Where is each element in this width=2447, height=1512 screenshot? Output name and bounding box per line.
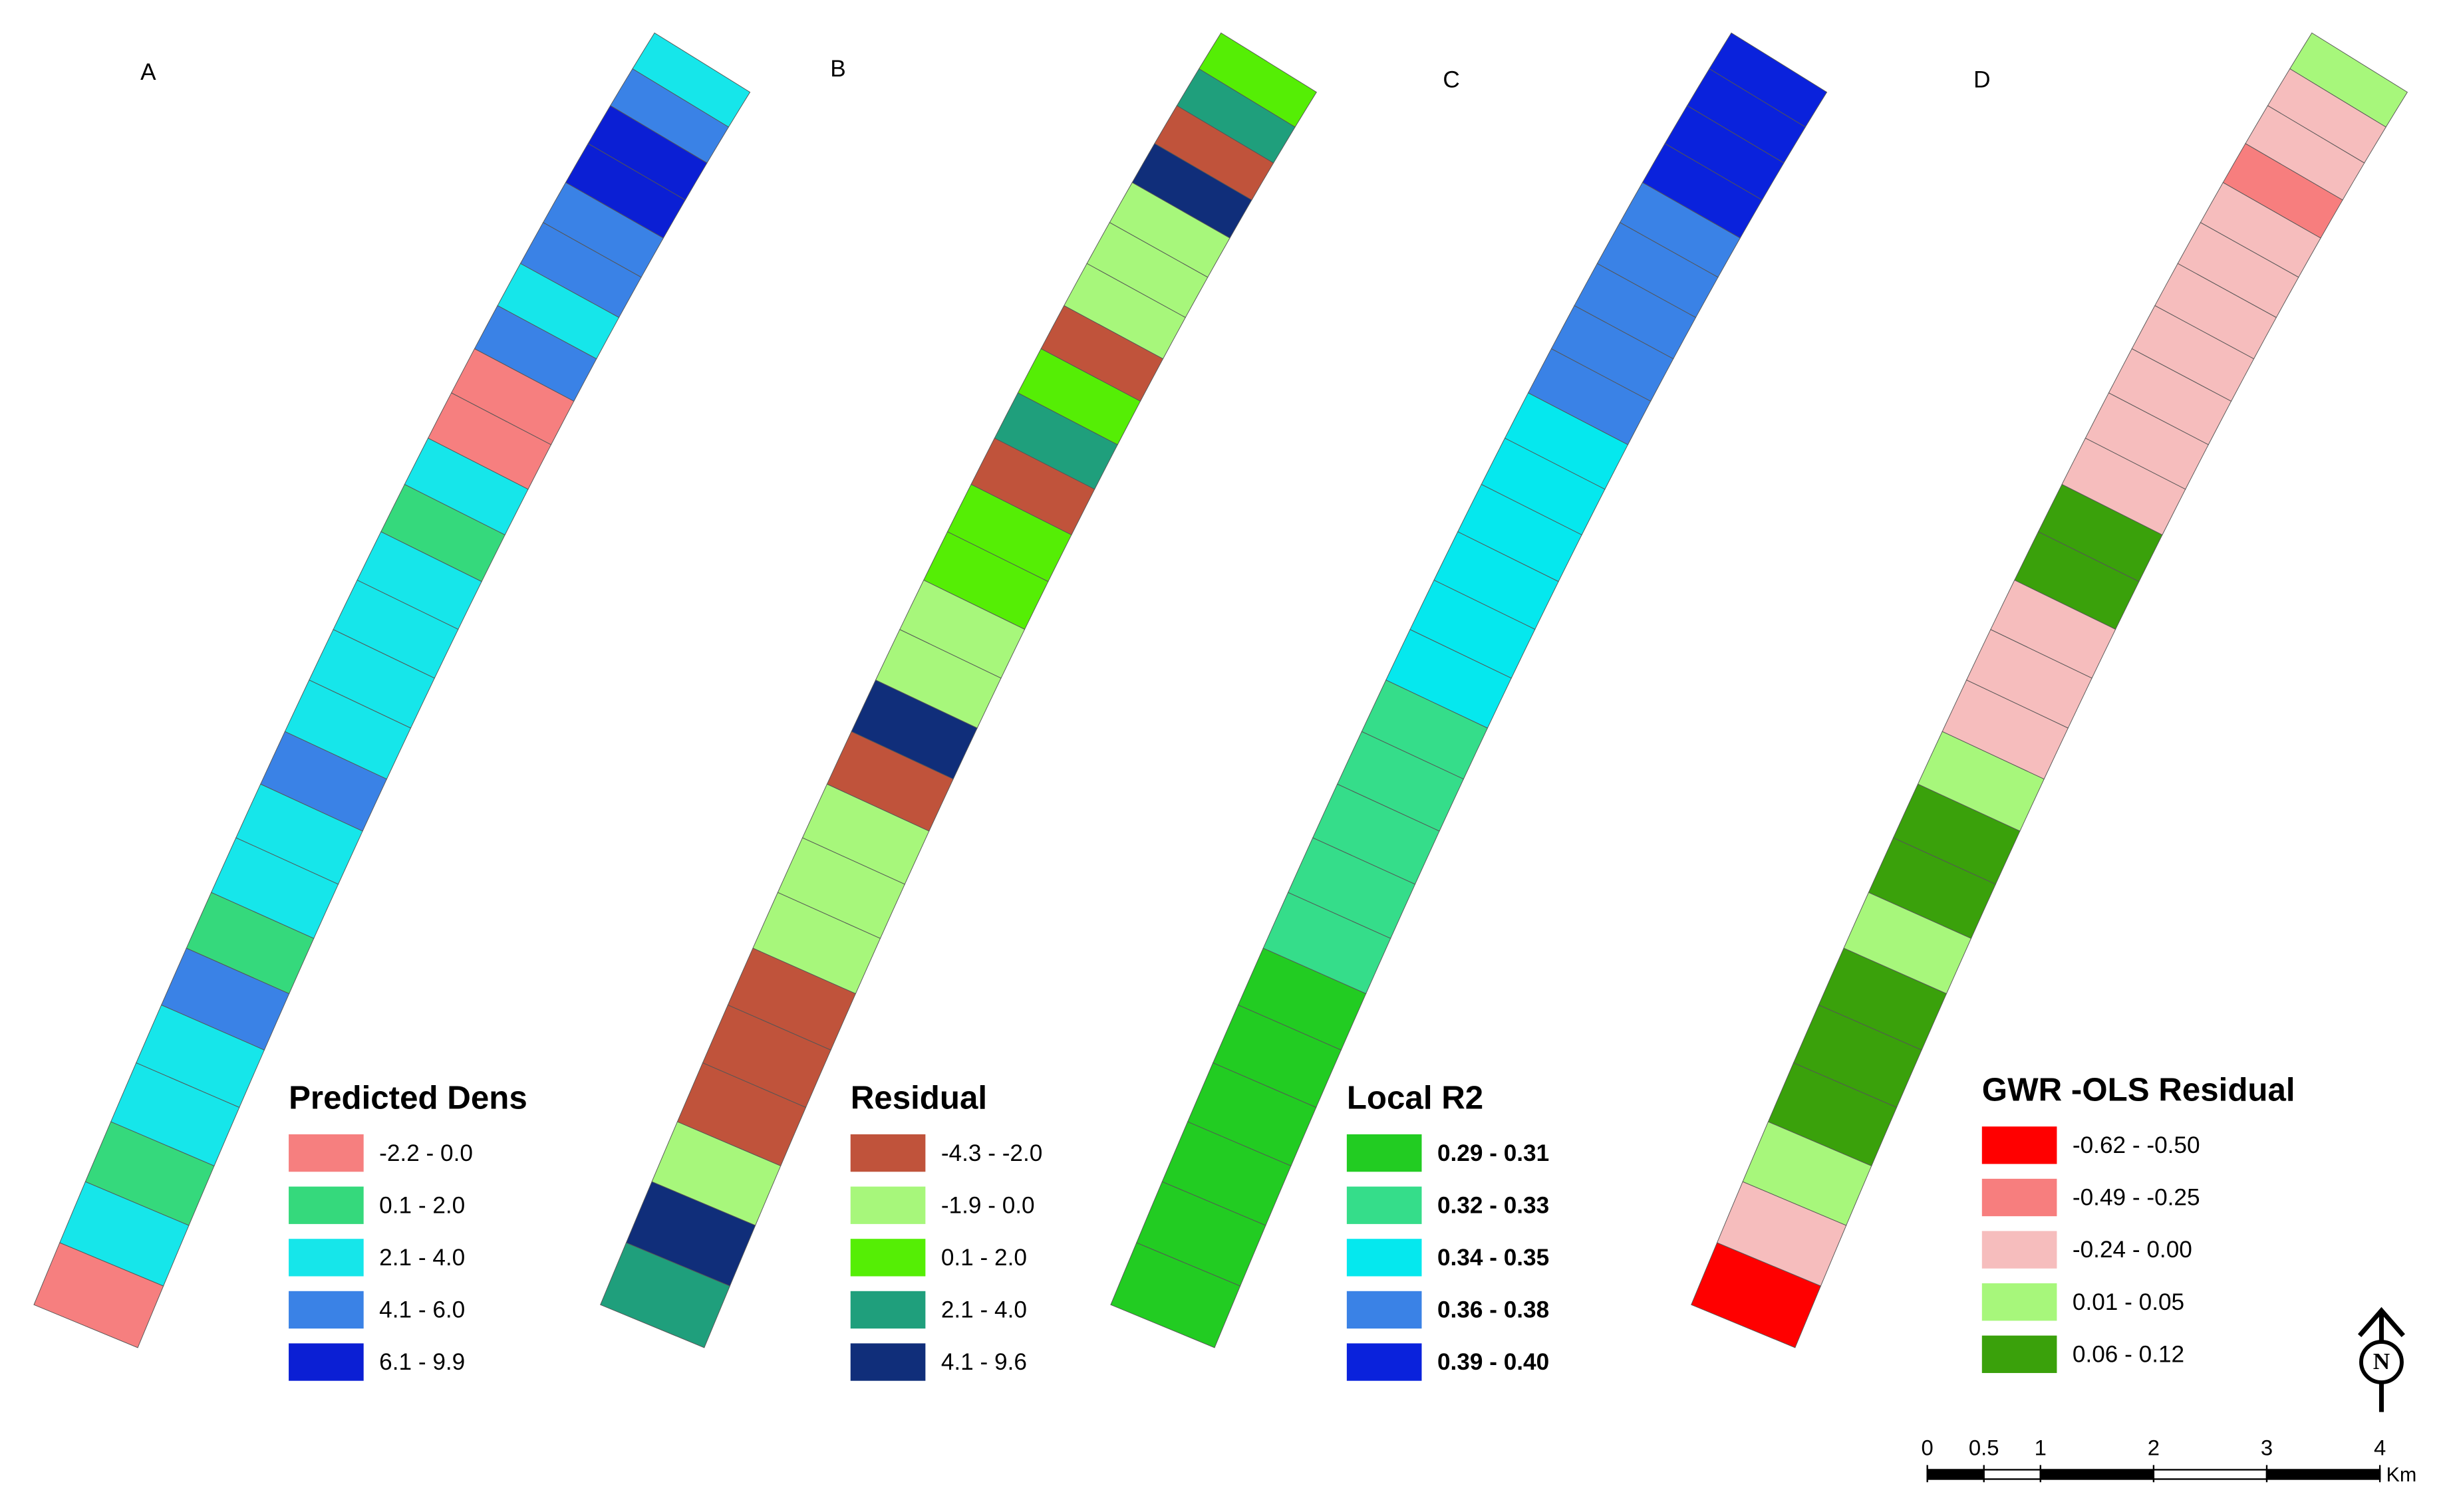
legend-swatch [1981, 1231, 2057, 1269]
legend-swatch [1981, 1335, 2057, 1373]
scale-segment [2265, 1469, 2381, 1480]
legend-label: 0.39 - 0.40 [1437, 1349, 1549, 1375]
legend-label: 2.1 - 4.0 [379, 1245, 465, 1271]
legend-swatch [850, 1291, 926, 1329]
legend-swatch [289, 1291, 364, 1329]
strip [600, 32, 1317, 1348]
scale-segment [2039, 1469, 2155, 1480]
legend-label: -0.49 - -0.25 [2073, 1185, 2200, 1211]
legend-label: -1.9 - 0.0 [941, 1192, 1035, 1218]
scale-label: 0 [1922, 1436, 1934, 1460]
scale-unit: Km [2386, 1463, 2416, 1486]
north-arrow-head [2357, 1307, 2405, 1337]
scale-label: 2 [2148, 1436, 2160, 1460]
legend-swatch [1346, 1291, 1422, 1329]
legend-label: 4.1 - 6.0 [379, 1297, 465, 1323]
north-arrow-circle [2359, 1340, 2404, 1384]
strip [1691, 32, 2408, 1348]
legend-label: -0.62 - -0.50 [2073, 1132, 2200, 1158]
legend-label: -2.2 - 0.0 [379, 1140, 473, 1166]
legend-title: Residual [851, 1079, 987, 1116]
legend-label: -4.3 - -2.0 [941, 1140, 1043, 1166]
legend-label: 6.1 - 9.9 [379, 1349, 465, 1375]
legend-title: Local R2 [1347, 1079, 1483, 1116]
scale-label: 3 [2261, 1436, 2273, 1460]
legend-swatch [850, 1343, 926, 1381]
legend-label: 0.34 - 0.35 [1437, 1245, 1549, 1271]
legend-title: GWR -OLS Residual [1982, 1072, 2295, 1108]
panel-label: A [140, 59, 156, 85]
strip-segment [1709, 32, 1828, 128]
scale-segment [1926, 1469, 1985, 1480]
strip-segment [2289, 32, 2408, 128]
strip-segment [632, 32, 751, 128]
legend-label: 2.1 - 4.0 [941, 1297, 1027, 1323]
legend-label: 0.32 - 0.33 [1437, 1192, 1549, 1218]
legend-swatch [289, 1134, 364, 1172]
legend-label: 0.1 - 2.0 [379, 1192, 465, 1218]
legend-swatch [850, 1186, 926, 1224]
legend-swatch [1346, 1134, 1422, 1172]
legend-swatch [850, 1134, 926, 1172]
legend-swatch [289, 1343, 364, 1381]
legend-label: 0.1 - 2.0 [941, 1245, 1027, 1271]
legend-swatch [1346, 1239, 1422, 1277]
legend-swatch [289, 1239, 364, 1277]
legend-label: 0.29 - 0.31 [1437, 1140, 1549, 1166]
scale-segment [1983, 1469, 2041, 1480]
legend-swatch [289, 1186, 364, 1224]
scale-segment [2152, 1469, 2268, 1480]
panel-label: D [1973, 67, 1990, 93]
legend-swatch [1346, 1343, 1422, 1381]
legend-swatch [1981, 1126, 2057, 1164]
legend-swatch [1981, 1178, 2057, 1217]
legend-swatch [1346, 1186, 1422, 1224]
strip [1110, 32, 1828, 1348]
legend-label: -0.24 - 0.00 [2073, 1237, 2192, 1263]
legend-label: 0.01 - 0.05 [2073, 1289, 2184, 1315]
scale-label: 1 [2035, 1436, 2047, 1460]
legend-swatch [1981, 1283, 2057, 1321]
scale-label: 4 [2374, 1436, 2386, 1460]
strip [33, 32, 751, 1348]
panel-label: C [1443, 67, 1459, 93]
legend-swatch [850, 1239, 926, 1277]
legend-label: 0.06 - 0.12 [2073, 1341, 2184, 1367]
legend-title: Predicted Dens [289, 1079, 527, 1116]
panel-label: B [830, 56, 845, 82]
legend-label: 0.36 - 0.38 [1437, 1297, 1549, 1323]
north-arrow-label: N [2373, 1348, 2390, 1374]
legend-label: 4.1 - 9.6 [941, 1349, 1027, 1375]
strip-segment [1199, 32, 1317, 128]
scale-label: 0.5 [1969, 1436, 1999, 1460]
